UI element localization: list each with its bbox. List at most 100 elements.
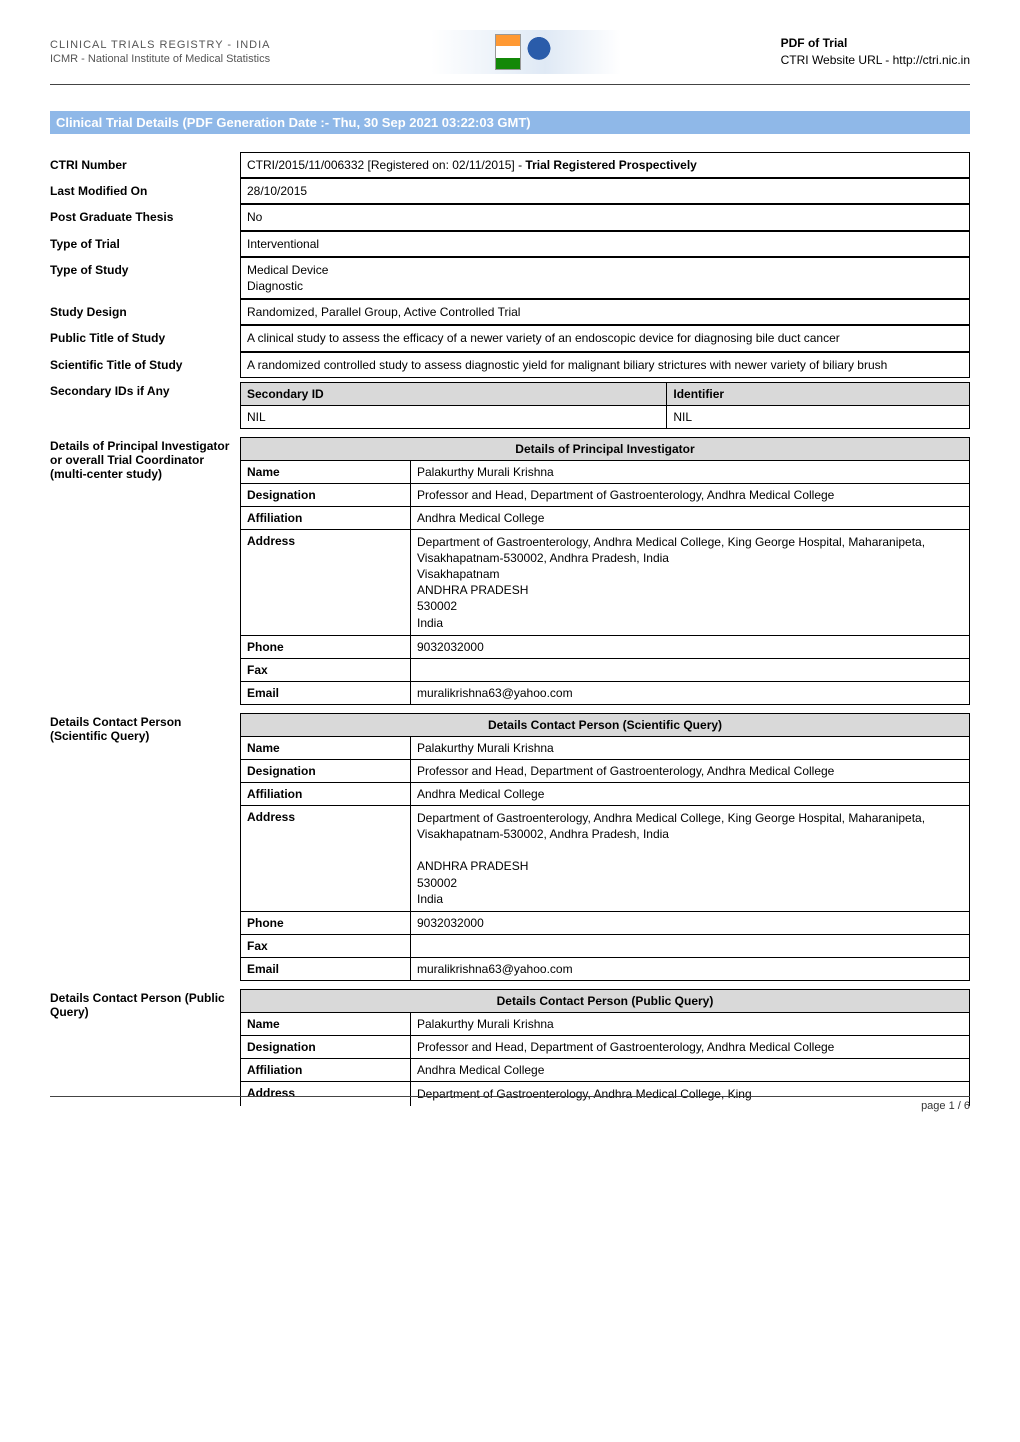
header-logo [431, 30, 621, 74]
table-row: AffiliationAndhra Medical College [241, 1058, 970, 1081]
k-address: Address [241, 529, 411, 635]
header-left: CLINICAL TRIALS REGISTRY - INDIA ICMR - … [50, 38, 270, 67]
table-row: Phone9032032000 [241, 635, 970, 658]
label-ctri-number: CTRI Number [50, 152, 240, 178]
table-row: AffiliationAndhra Medical College [241, 506, 970, 529]
table-row: NamePalakurthy Murali Krishna [241, 1012, 970, 1035]
table-header-row: Details Contact Person (Public Query) [241, 989, 970, 1012]
site-url: CTRI Website URL - http://ctri.nic.in [781, 52, 970, 69]
value-secondary-ids: Secondary ID Identifier NIL NIL [240, 378, 970, 433]
k-phone: Phone [241, 911, 411, 934]
table-row: AddressDepartment of Gastroenterology, A… [241, 805, 970, 911]
value-ctri-number: CTRI/2015/11/006332 [Registered on: 02/1… [240, 152, 970, 178]
k-phone: Phone [241, 635, 411, 658]
v-address: Department of Gastroenterology, Andhra M… [411, 805, 970, 911]
page: CLINICAL TRIALS REGISTRY - INDIA ICMR - … [0, 0, 1020, 1130]
table-header-row: Secondary ID Identifier [241, 382, 970, 405]
table-row: Emailmuralikrishna63@yahoo.com [241, 681, 970, 704]
table-row: Fax [241, 658, 970, 681]
principal-header: Details of Principal Investigator [241, 437, 970, 460]
table-row: NIL NIL [241, 405, 970, 428]
label-public-contact: Details Contact Person (Public Query) [50, 985, 240, 1025]
org-line-2: ICMR - National Institute of Medical Sta… [50, 52, 270, 66]
v-designation: Professor and Head, Department of Gastro… [411, 1035, 970, 1058]
value-study-design: Randomized, Parallel Group, Active Contr… [240, 299, 970, 325]
label-public-title: Public Title of Study [50, 325, 240, 351]
value-type-trial: Interventional [240, 231, 970, 257]
col-secondary-id: Secondary ID [241, 382, 667, 405]
india-flag-icon [495, 34, 521, 70]
table-row: Emailmuralikrishna63@yahoo.com [241, 957, 970, 980]
label-last-modified: Last Modified On [50, 178, 240, 204]
v-email: muralikrishna63@yahoo.com [411, 957, 970, 980]
k-designation: Designation [241, 1035, 411, 1058]
header-right: PDF of Trial CTRI Website URL - http://c… [781, 35, 970, 69]
label-secondary-ids: Secondary IDs if Any [50, 378, 240, 404]
v-name: Palakurthy Murali Krishna [411, 1012, 970, 1035]
table-row: NamePalakurthy Murali Krishna [241, 460, 970, 483]
public-contact-table: Details Contact Person (Public Query) Na… [240, 989, 970, 1106]
cell-secondary-id: NIL [241, 405, 667, 428]
value-scientific-title: A randomized controlled study to assess … [240, 352, 970, 378]
v-fax [411, 934, 970, 957]
k-email: Email [241, 957, 411, 980]
label-type-trial: Type of Trial [50, 231, 240, 257]
main-grid: CTRI Number CTRI/2015/11/006332 [Registe… [50, 152, 970, 1110]
ctri-number-status: Trial Registered Prospectively [525, 158, 696, 172]
label-principal-investigator: Details of Principal Investigator or ove… [50, 433, 240, 487]
label-scientific-title: Scientific Title of Study [50, 352, 240, 378]
value-public-title: A clinical study to assess the efficacy … [240, 325, 970, 351]
value-last-modified: 28/10/2015 [240, 178, 970, 204]
cell-identifier: NIL [667, 405, 970, 428]
ctri-number-text: CTRI/2015/11/006332 [Registered on: 02/1… [247, 158, 525, 172]
k-name: Name [241, 460, 411, 483]
table-header-row: Details Contact Person (Scientific Query… [241, 713, 970, 736]
k-name: Name [241, 1012, 411, 1035]
col-identifier: Identifier [667, 382, 970, 405]
k-designation: Designation [241, 759, 411, 782]
v-phone: 9032032000 [411, 635, 970, 658]
table-row: AffiliationAndhra Medical College [241, 782, 970, 805]
section-banner: Clinical Trial Details (PDF Generation D… [50, 111, 970, 134]
v-designation: Professor and Head, Department of Gastro… [411, 759, 970, 782]
k-address: Address [241, 805, 411, 911]
doc-footer: page 1 / 6 [50, 1096, 970, 1112]
v-email: muralikrishna63@yahoo.com [411, 681, 970, 704]
principal-table: Details of Principal Investigator NamePa… [240, 437, 970, 705]
v-designation: Professor and Head, Department of Gastro… [411, 483, 970, 506]
v-name: Palakurthy Murali Krishna [411, 460, 970, 483]
public-contact-header: Details Contact Person (Public Query) [241, 989, 970, 1012]
v-name: Palakurthy Murali Krishna [411, 736, 970, 759]
v-affiliation: Andhra Medical College [411, 782, 970, 805]
value-principal-investigator: Details of Principal Investigator NamePa… [240, 433, 970, 709]
k-name: Name [241, 736, 411, 759]
table-row: Phone9032032000 [241, 911, 970, 934]
table-header-row: Details of Principal Investigator [241, 437, 970, 460]
table-row: NamePalakurthy Murali Krishna [241, 736, 970, 759]
doc-header: CLINICAL TRIALS REGISTRY - INDIA ICMR - … [50, 30, 970, 85]
runner-icon [527, 34, 557, 70]
table-row: DesignationProfessor and Head, Departmen… [241, 483, 970, 506]
value-scientific-contact: Details Contact Person (Scientific Query… [240, 709, 970, 985]
v-fax [411, 658, 970, 681]
table-row: Fax [241, 934, 970, 957]
scientific-contact-header: Details Contact Person (Scientific Query… [241, 713, 970, 736]
v-address: Department of Gastroenterology, Andhra M… [411, 529, 970, 635]
k-email: Email [241, 681, 411, 704]
secondary-ids-table: Secondary ID Identifier NIL NIL [240, 382, 970, 429]
k-affiliation: Affiliation [241, 782, 411, 805]
table-row: AddressDepartment of Gastroenterology, A… [241, 529, 970, 635]
k-fax: Fax [241, 934, 411, 957]
scientific-contact-table: Details Contact Person (Scientific Query… [240, 713, 970, 981]
table-row: DesignationProfessor and Head, Departmen… [241, 759, 970, 782]
label-scientific-contact: Details Contact Person (Scientific Query… [50, 709, 240, 749]
value-type-study: Medical Device Diagnostic [240, 257, 970, 299]
label-post-grad: Post Graduate Thesis [50, 204, 240, 230]
label-type-study: Type of Study [50, 257, 240, 283]
value-public-contact: Details Contact Person (Public Query) Na… [240, 985, 970, 1110]
value-post-grad: No [240, 204, 970, 230]
k-fax: Fax [241, 658, 411, 681]
k-affiliation: Affiliation [241, 506, 411, 529]
k-affiliation: Affiliation [241, 1058, 411, 1081]
label-study-design: Study Design [50, 299, 240, 325]
